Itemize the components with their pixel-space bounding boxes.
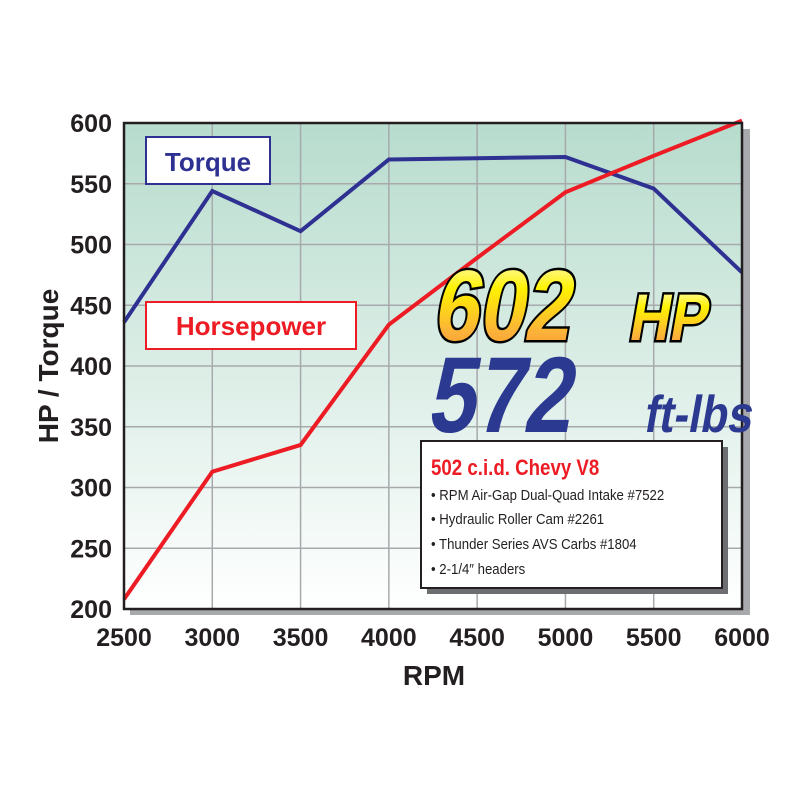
x-tick-label: 4500 [449, 624, 505, 652]
x-tick-label: 3000 [184, 624, 240, 652]
spec-item: • RPM Air-Gap Dual-Quad Intake #7522 [431, 486, 664, 503]
y-tick-label: 600 [70, 110, 112, 138]
spec-title: 502 c.i.d. Chevy V8 [431, 457, 599, 481]
headline-torque: 572 ft-lbs [422, 335, 759, 455]
torque-unit: ft-lbs [641, 386, 759, 444]
torque-value: 572 [422, 335, 587, 455]
y-tick-label: 300 [70, 475, 112, 503]
tick-labels: 2500 3000 3500 4000 4500 5000 5500 6000 200 250 30… [70, 110, 770, 652]
x-tick-label: 3500 [273, 624, 329, 652]
headline-hp: 602 HP [426, 247, 718, 364]
x-axis-label: RPM [403, 660, 465, 691]
y-tick-label: 450 [70, 292, 112, 320]
series-line-horsepower [122, 118, 743, 601]
spec-item: • Thunder Series AVS Carbs #1804 [431, 535, 637, 552]
x-tick-label: 6000 [714, 624, 770, 652]
y-tick-label: 250 [70, 535, 112, 563]
y-tick-label: 550 [70, 171, 112, 199]
plot-border [122, 121, 744, 611]
x-tick-label: 2500 [96, 624, 152, 652]
y-tick-label: 200 [70, 596, 112, 624]
x-tick-label: 5500 [626, 624, 682, 652]
legend-torque: Torque [145, 136, 271, 185]
spec-item: • Hydraulic Roller Cam #2261 [431, 510, 604, 527]
spec-box: 502 c.i.d. Chevy V8 • RPM Air-Gap Dual-Q… [420, 440, 728, 594]
series-line-torque [122, 155, 744, 324]
x-tick-label: 4000 [361, 624, 417, 652]
hp-value: 602 [428, 249, 585, 362]
y-tick-label: 500 [70, 232, 112, 260]
x-tick-label: 5000 [538, 624, 594, 652]
legend-torque-label: Torque [165, 147, 251, 177]
spec-item: • 2-1/4″ headers [431, 560, 525, 577]
y-tick-label: 400 [70, 353, 112, 381]
y-axis-label: HP / Torque [33, 289, 64, 444]
hp-unit: HP [625, 281, 716, 355]
legend-horsepower: Horsepower [145, 301, 357, 350]
y-tick-label: 350 [70, 414, 112, 442]
legend-horsepower-label: Horsepower [176, 311, 326, 341]
